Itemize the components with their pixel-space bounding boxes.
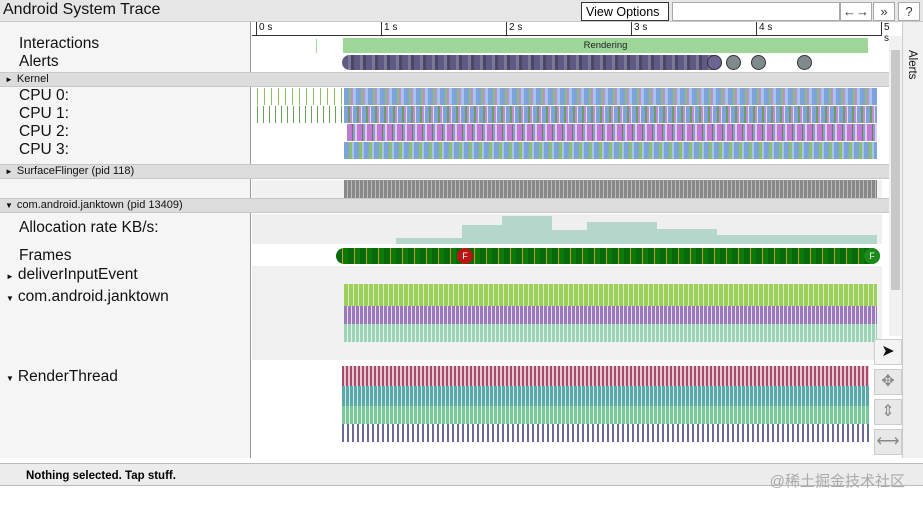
track-labels: Interactions Alerts CPU 0: CPU 1: CPU 2:… (0, 22, 251, 458)
alloc-bar (462, 225, 502, 244)
alerts-side-tab[interactable]: Alerts (902, 22, 923, 458)
interactions-label: Interactions (19, 35, 100, 52)
pan-tool-icon[interactable]: ✥ (874, 369, 902, 395)
frame-marker-last[interactable]: F (864, 248, 880, 264)
cpu2-slices[interactable] (347, 124, 877, 141)
cpu2-label: CPU 2: (19, 123, 69, 140)
cpu3-label: CPU 3: (19, 141, 69, 158)
cpu0-sparse (257, 88, 344, 105)
render-slices-l3[interactable] (342, 406, 869, 424)
alloc-rate-label: Allocation rate KB/s: (19, 219, 159, 236)
alloc-bar (717, 235, 877, 244)
kernel-header[interactable]: ► Kernel (0, 72, 889, 87)
alert-marker[interactable] (797, 55, 812, 70)
alloc-bar (502, 216, 552, 244)
interaction-marker (316, 39, 317, 53)
surfaceflinger-header[interactable]: ► SurfaceFlinger (pid 118) (0, 164, 889, 179)
vertical-scrollbar[interactable] (889, 36, 902, 336)
alerts-track[interactable] (252, 54, 882, 72)
tick-0s: 0 s (256, 22, 272, 35)
thread-slices-l1[interactable] (344, 284, 877, 306)
find-prev-next-button[interactable]: ←→ (840, 2, 872, 21)
frame-jank-marker[interactable]: F (457, 248, 473, 264)
deliver-input-event-toggle[interactable]: ► deliverInputEvent (6, 266, 138, 283)
tick-5s: 5 s (881, 22, 890, 44)
alert-marker[interactable] (726, 55, 741, 70)
top-bar: Android System Trace View Options ▾ ←→ »… (0, 0, 923, 34)
tick-3s: 3 s (631, 22, 647, 35)
frames-track[interactable]: F F (252, 247, 882, 265)
frame-markers[interactable] (336, 248, 880, 264)
status-text: Nothing selected. Tap stuff. (0, 463, 923, 486)
alert-marker[interactable] (707, 55, 722, 70)
frames-label: Frames (19, 247, 72, 264)
timing-tool-icon[interactable]: ⟷ (874, 429, 902, 455)
tick-2s: 2 s (506, 22, 522, 35)
alert-marker[interactable] (751, 55, 766, 70)
help-button[interactable]: ? (898, 2, 920, 21)
tick-1s: 1 s (381, 22, 397, 35)
janktown-process-header[interactable]: ▼ com.android.janktown (pid 13409) (0, 198, 889, 213)
alert-markers-dense[interactable] (342, 55, 722, 70)
zoom-tool-icon[interactable]: ⇕ (874, 399, 902, 425)
cpu0-slices[interactable] (344, 88, 877, 105)
render-thread-toggle[interactable]: ▼ RenderThread (6, 368, 118, 385)
time-ruler[interactable]: 0 s 1 s 2 s 3 s 4 s 5 s (252, 22, 890, 44)
render-slices-l4[interactable] (342, 424, 869, 442)
render-thread-track[interactable] (252, 362, 882, 458)
alloc-bar (396, 238, 462, 244)
cpu-tracks[interactable] (252, 88, 882, 160)
render-slices-l1[interactable] (342, 366, 869, 386)
alloc-bar (657, 229, 717, 244)
alerts-label: Alerts (19, 53, 59, 70)
rendering-interaction[interactable]: Rendering (343, 38, 868, 53)
app-title: Android System Trace (3, 1, 161, 18)
surfaceflinger-slices[interactable] (344, 180, 877, 198)
alloc-bar (587, 222, 657, 244)
search-input[interactable] (672, 2, 840, 21)
render-slices-l2[interactable] (342, 386, 869, 406)
interactions-track[interactable]: Rendering (252, 37, 882, 54)
tick-4s: 4 s (756, 22, 772, 35)
select-tool-icon[interactable]: ➤ (874, 339, 902, 365)
allocation-rate-chart[interactable] (252, 214, 882, 244)
cpu1-slices[interactable] (344, 106, 877, 123)
view-options-button[interactable]: View Options ▾ (581, 2, 669, 34)
thread-slices-l3[interactable] (344, 324, 877, 342)
alloc-bar (552, 230, 587, 244)
cpu1-sparse (257, 106, 344, 123)
thread-slices-l2[interactable] (344, 306, 877, 324)
surfaceflinger-track[interactable] (252, 180, 882, 198)
cpu1-label: CPU 1: (19, 105, 69, 122)
janktown-thread-toggle[interactable]: ▼ com.android.janktown (6, 288, 169, 305)
janktown-thread-track[interactable] (252, 266, 882, 360)
watermark: @稀土掘金技术社区 (769, 473, 905, 490)
scrollbar-thumb[interactable] (891, 50, 900, 290)
next-button[interactable]: » (873, 2, 895, 21)
cpu0-label: CPU 0: (19, 87, 69, 104)
cpu3-slices[interactable] (344, 142, 877, 159)
